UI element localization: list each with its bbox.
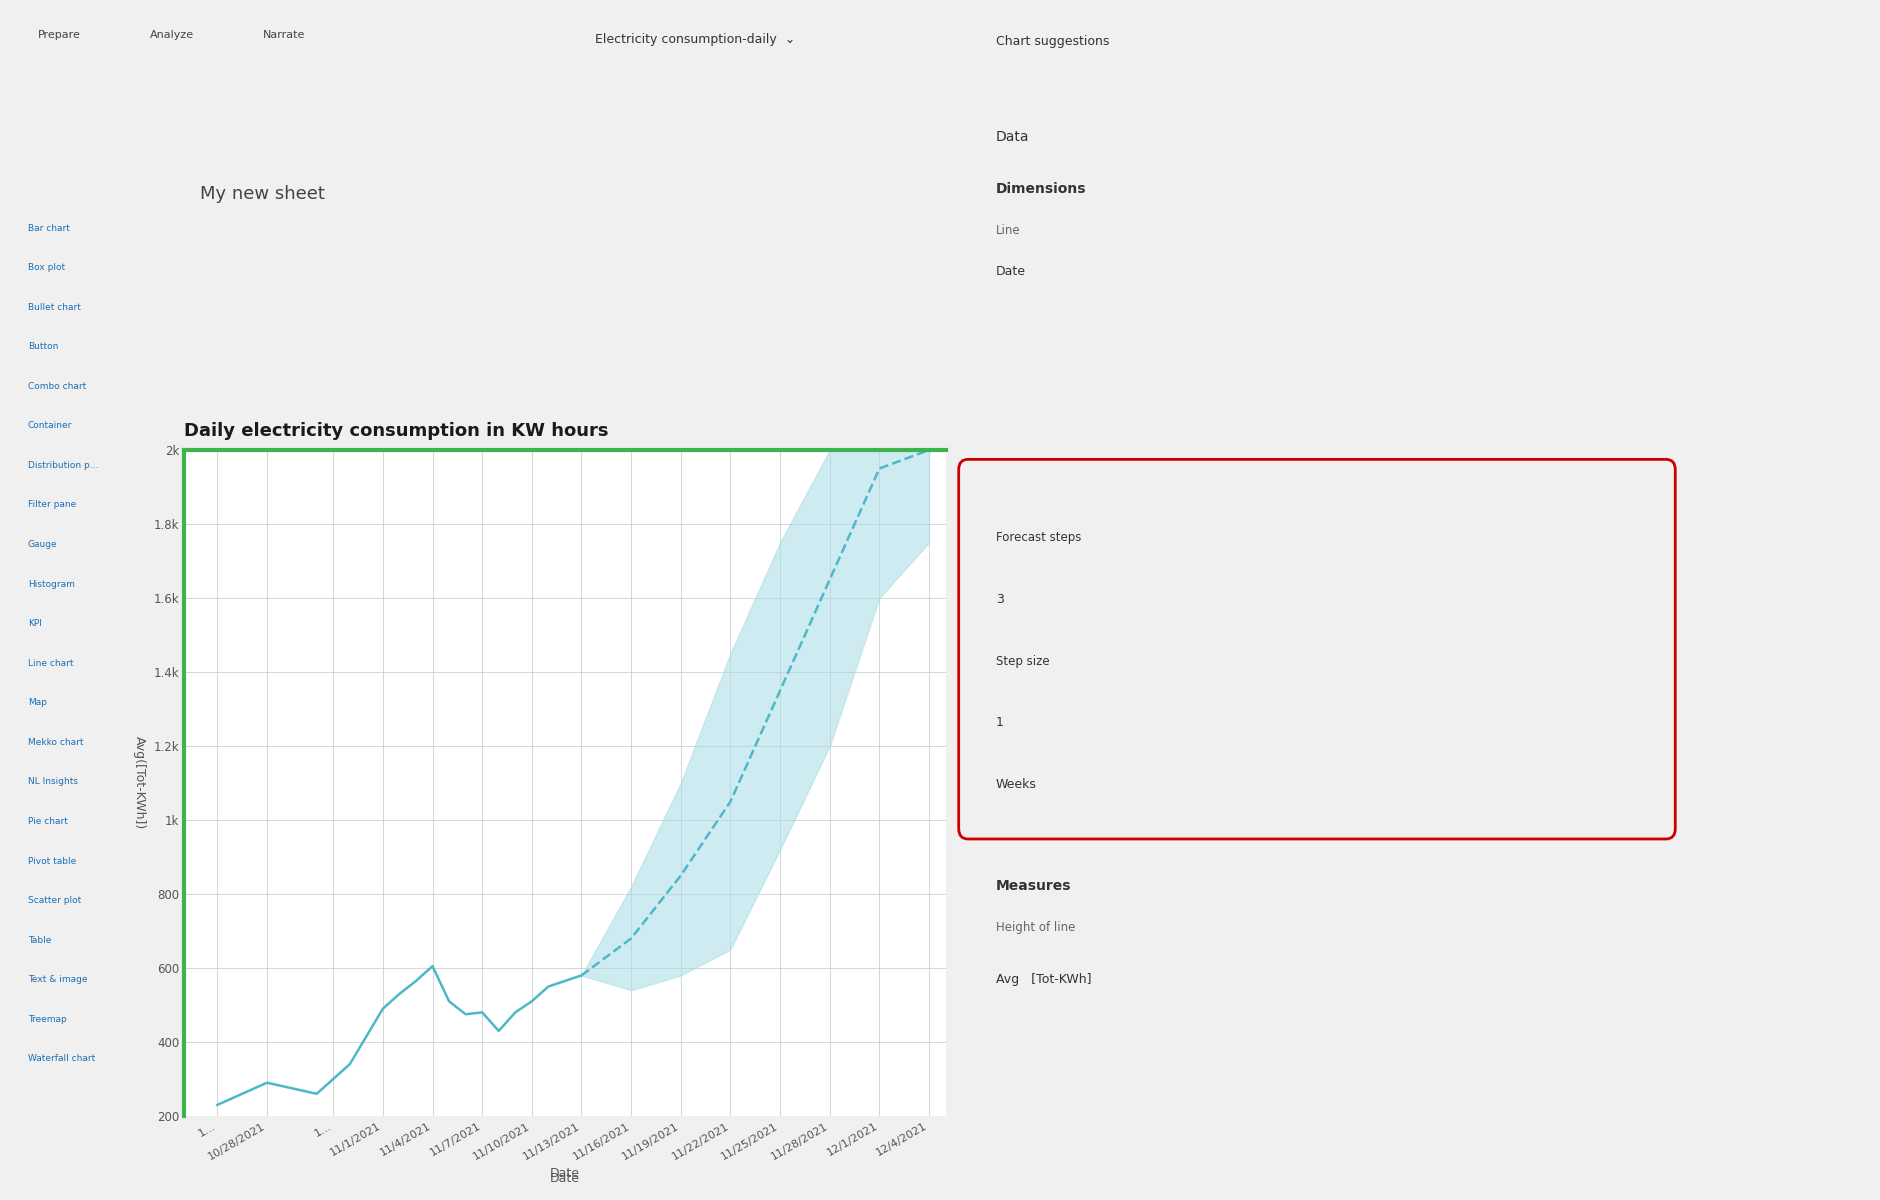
- Text: Distribution p...: Distribution p...: [28, 461, 98, 470]
- Text: Step size: Step size: [996, 654, 1049, 667]
- Text: Scatter plot: Scatter plot: [28, 896, 81, 905]
- Text: Avg   [Tot-KWh]: Avg [Tot-KWh]: [996, 973, 1092, 985]
- Text: Date: Date: [996, 265, 1026, 277]
- Text: Dimensions: Dimensions: [996, 181, 1087, 196]
- Text: 3: 3: [996, 593, 1004, 606]
- Text: Height of line: Height of line: [996, 922, 1075, 935]
- Text: Pie chart: Pie chart: [28, 817, 68, 826]
- Text: Daily electricity consumption in KW hours: Daily electricity consumption in KW hour…: [184, 422, 609, 440]
- Text: Measures: Measures: [996, 880, 1072, 893]
- Text: Combo chart: Combo chart: [28, 382, 86, 391]
- Text: Data: Data: [996, 131, 1030, 144]
- Text: Histogram: Histogram: [28, 580, 75, 588]
- Text: Electricity consumption-daily  ⌄: Electricity consumption-daily ⌄: [596, 34, 795, 46]
- Text: 1: 1: [996, 716, 1004, 730]
- Text: Table: Table: [28, 936, 51, 944]
- Text: Bullet chart: Bullet chart: [28, 302, 81, 312]
- Text: Line: Line: [996, 223, 1021, 236]
- Text: Gauge: Gauge: [28, 540, 56, 550]
- Text: Line chart: Line chart: [28, 659, 73, 667]
- Text: Waterfall chart: Waterfall chart: [28, 1055, 94, 1063]
- Text: Filter pane: Filter pane: [28, 500, 75, 510]
- Text: Prepare: Prepare: [38, 30, 81, 41]
- Text: NL Insights: NL Insights: [28, 778, 77, 786]
- Text: Weeks: Weeks: [996, 778, 1036, 791]
- Text: Treemap: Treemap: [28, 1015, 66, 1024]
- Text: Bar chart: Bar chart: [28, 223, 70, 233]
- Text: Analyze: Analyze: [150, 30, 194, 41]
- Text: Narrate: Narrate: [263, 30, 306, 41]
- Text: Button: Button: [28, 342, 58, 352]
- Text: Map: Map: [28, 698, 47, 707]
- Text: Forecast steps: Forecast steps: [996, 532, 1081, 545]
- Text: Box plot: Box plot: [28, 263, 64, 272]
- Text: Pivot table: Pivot table: [28, 857, 75, 865]
- Text: Container: Container: [28, 421, 71, 431]
- Text: Chart suggestions: Chart suggestions: [996, 35, 1109, 48]
- Text: Mekko chart: Mekko chart: [28, 738, 83, 746]
- Text: Date: Date: [551, 1172, 579, 1186]
- X-axis label: Date: Date: [551, 1168, 579, 1180]
- Text: Text & image: Text & image: [28, 976, 86, 984]
- Text: KPI: KPI: [28, 619, 41, 628]
- Text: My new sheet: My new sheet: [199, 185, 325, 203]
- Y-axis label: Avg([Tot-KWh]): Avg([Tot-KWh]): [133, 737, 147, 829]
